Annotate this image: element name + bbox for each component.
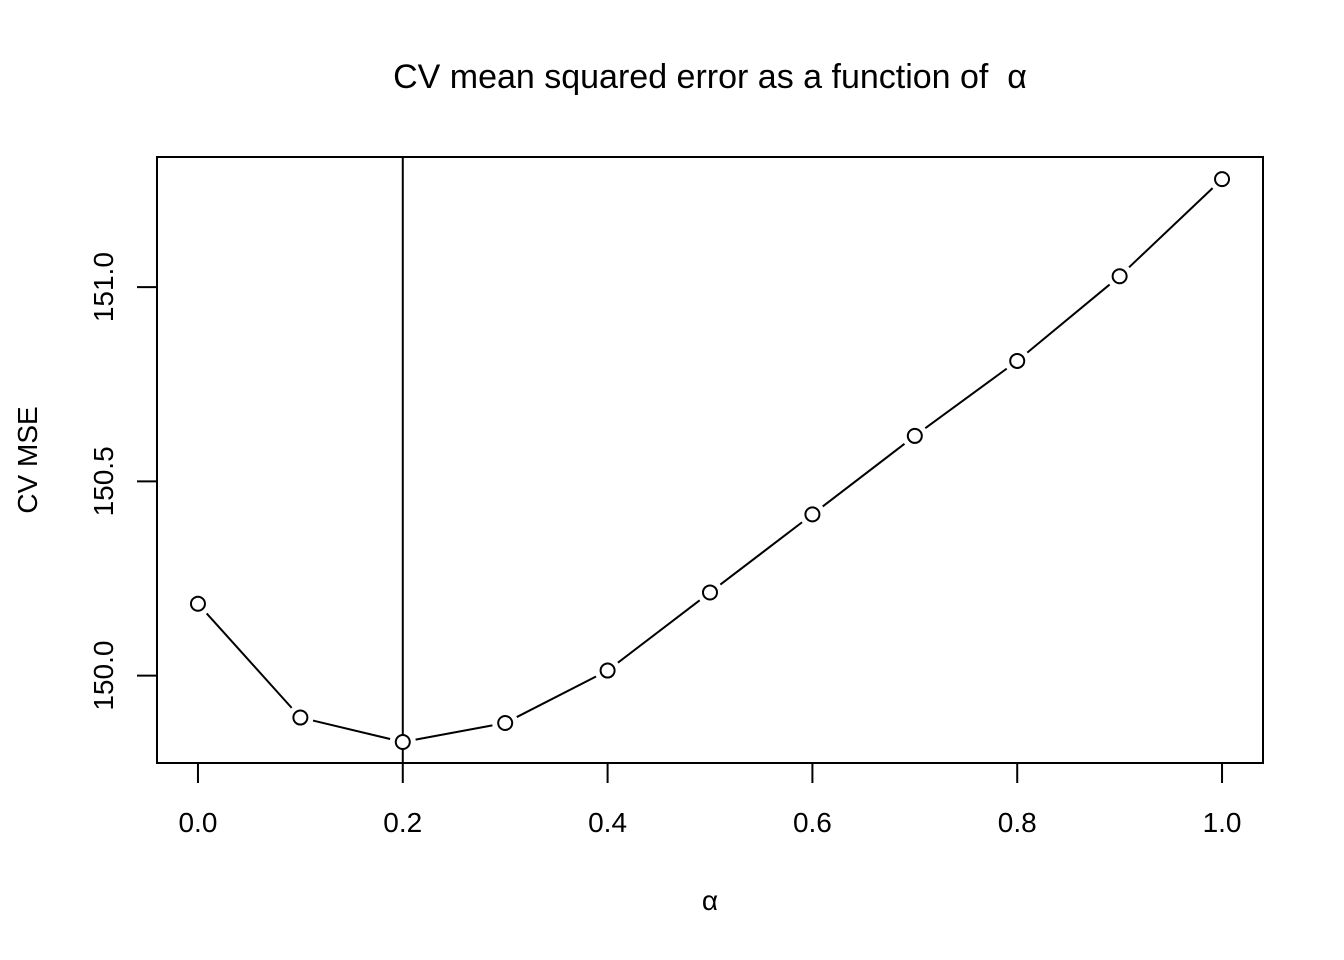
series-line-segment: [1128, 187, 1214, 269]
data-point: [1009, 352, 1026, 369]
y-tick-label: 150.5: [88, 446, 119, 516]
y-axis: 150.0 150.5 151.0: [88, 252, 158, 711]
data-point: [394, 734, 411, 751]
series-line-segment: [924, 367, 1008, 430]
series-line-segment: [205, 612, 293, 709]
x-tick-label: 0.4: [588, 807, 627, 838]
data-point: [1111, 268, 1128, 285]
chart-title: CV mean squared error as a function of α: [393, 58, 1027, 96]
x-tick-label: 1.0: [1203, 807, 1242, 838]
series-line-segment: [617, 599, 701, 664]
x-tick-label: 0.0: [178, 807, 217, 838]
data-point: [497, 714, 514, 731]
series-line-segment: [312, 719, 391, 740]
y-tick-label: 150.0: [88, 641, 119, 711]
x-tick-label: 0.6: [793, 807, 832, 838]
data-point: [1214, 171, 1231, 188]
series-line-segment: [719, 521, 803, 586]
data-point: [702, 584, 718, 601]
x-axis-label: α: [702, 885, 718, 916]
data-point: [906, 427, 923, 444]
series-line-segment: [415, 724, 493, 741]
x-tick-label: 0.8: [998, 807, 1037, 838]
y-tick-label: 151.0: [88, 252, 119, 322]
y-axis-label: CV MSE: [12, 406, 43, 513]
series-line-segment: [1026, 283, 1111, 354]
data-point: [804, 506, 821, 523]
plot-frame: [156, 156, 1264, 764]
series-line-segment: [516, 675, 597, 718]
marker-layer: [189, 171, 1231, 751]
data-point: [292, 709, 309, 726]
x-axis: 0.0 0.2 0.4 0.6 0.8 1.0: [178, 762, 1242, 838]
x-tick-label: 0.2: [383, 807, 422, 838]
data-point: [599, 662, 616, 679]
data-point: [189, 595, 206, 612]
series-line-segment: [822, 443, 906, 508]
series-layer: [205, 187, 1214, 741]
